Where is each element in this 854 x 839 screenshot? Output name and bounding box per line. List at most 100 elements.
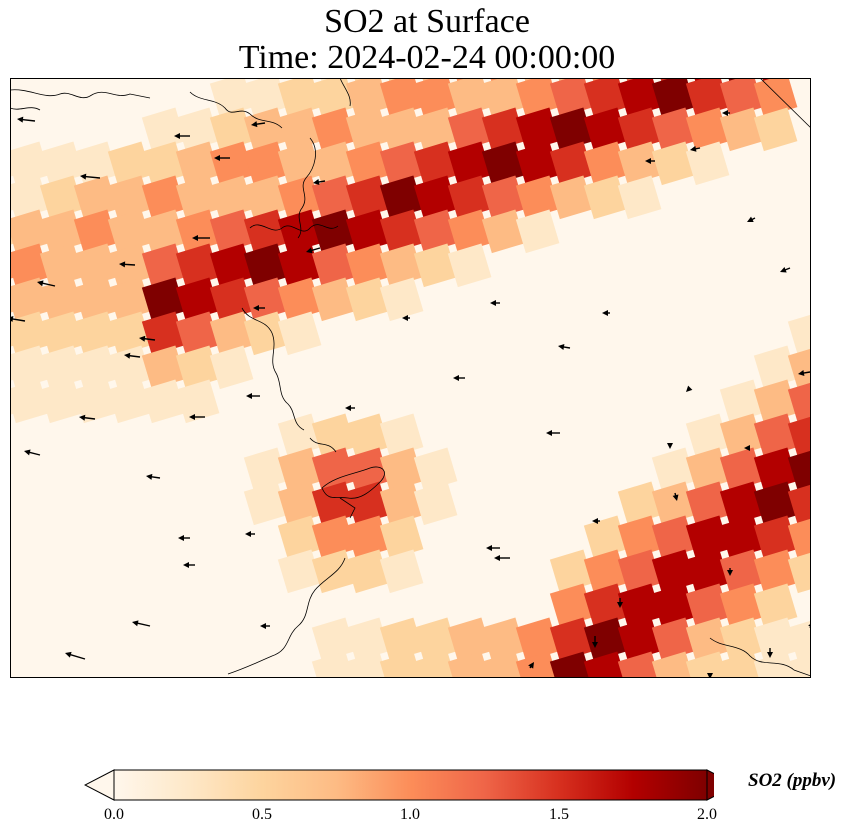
so2-cell: [413, 107, 458, 152]
wind-arrow-head: [253, 305, 259, 311]
wind-arrow-head: [686, 385, 693, 392]
wind-arrow-head: [798, 370, 805, 376]
so2-cell: [243, 107, 288, 152]
so2-cell: [277, 481, 322, 526]
so2-cell: [345, 617, 390, 662]
colorbar-tick-3: 1.5: [549, 806, 569, 823]
so2-cell: [753, 515, 798, 560]
so2-cell: [243, 311, 288, 356]
so2-cell: [515, 141, 560, 186]
so2-cell: [107, 141, 152, 186]
so2-cell: [617, 141, 662, 186]
wind-arrow-head: [722, 110, 728, 116]
so2-cell: [583, 175, 628, 220]
so2-cell: [447, 107, 492, 152]
wind-arrow-head: [306, 247, 313, 254]
so2-cell: [10, 141, 50, 186]
so2-cell: [651, 78, 696, 118]
so2-cell: [787, 345, 811, 390]
wind-arrow-head: [744, 445, 750, 451]
so2-cell: [73, 345, 118, 390]
so2-cell: [651, 651, 696, 678]
so2-cell: [277, 243, 322, 288]
so2-cell: [345, 243, 390, 288]
so2-cell: [481, 617, 526, 662]
wind-arrow-head: [65, 651, 72, 658]
so2-cell: [583, 515, 628, 560]
so2-cell: [549, 549, 594, 594]
so2-cell: [685, 107, 730, 152]
so2-cell: [175, 379, 220, 424]
so2-cell: [141, 141, 186, 186]
so2-cell: [549, 78, 594, 118]
so2-cell: [243, 175, 288, 220]
so2-cell: [311, 243, 356, 288]
so2-cell: [379, 651, 424, 678]
so2-cell: [10, 379, 50, 424]
so2-cell: [617, 107, 662, 152]
so2-cell: [447, 175, 492, 220]
wind-arrow-head: [490, 300, 496, 306]
so2-cell: [277, 107, 322, 152]
so2-cell: [379, 549, 424, 594]
so2-cell: [379, 175, 424, 220]
so2-cell: [311, 651, 356, 678]
so2-cell: [719, 583, 764, 628]
so2-cell: [753, 345, 798, 390]
so2-cell: [481, 651, 526, 678]
so2-cell: [209, 175, 254, 220]
so2-cell: [583, 549, 628, 594]
wind-arrow-head: [672, 494, 679, 501]
wind-arrow-head: [119, 261, 126, 268]
so2-cell: [787, 311, 811, 356]
so2-cell: [39, 311, 84, 356]
so2-cell: [141, 379, 186, 424]
so2-cell: [413, 617, 458, 662]
wind-arrow-shaft: [83, 175, 101, 179]
wind-arrow-head: [79, 414, 86, 421]
wind-arrow-head: [132, 620, 139, 627]
so2-cell: [379, 481, 424, 526]
so2-cell: [685, 549, 730, 594]
so2-cell: [10, 277, 50, 322]
so2-cell: [345, 107, 390, 152]
colorbar-extend-min: [84, 769, 115, 801]
so2-cell: [651, 141, 696, 186]
so2-cell: [311, 413, 356, 458]
wind-arrow-head: [17, 116, 24, 123]
so2-cell: [345, 277, 390, 322]
so2-cell: [719, 515, 764, 560]
so2-cell: [209, 107, 254, 152]
so2-cell: [277, 175, 322, 220]
so2-cell: [345, 413, 390, 458]
so2-cell: [175, 345, 220, 390]
wind-arrow-head: [558, 344, 565, 350]
so2-cell: [345, 515, 390, 560]
so2-cell: [209, 141, 254, 186]
so2-cell: [311, 447, 356, 492]
so2-cell: [651, 447, 696, 492]
so2-cell: [753, 447, 798, 492]
wind-arrow-head: [727, 570, 733, 576]
so2-cell: [345, 481, 390, 526]
so2-cell: [719, 107, 764, 152]
so2-cell: [107, 379, 152, 424]
so2-cell: [515, 209, 560, 254]
so2-cell: [719, 413, 764, 458]
so2-cell: [311, 617, 356, 662]
wind-arrow-head: [546, 430, 552, 436]
wind-arrow-head: [345, 405, 351, 411]
so2-cell: [583, 617, 628, 662]
wind-arrow-shaft: [40, 282, 56, 287]
so2-cell: [345, 78, 390, 118]
wind-arrow-head: [146, 473, 153, 480]
so2-cell: [39, 175, 84, 220]
wind-arrow-shaft: [142, 337, 156, 341]
so2-cell: [141, 175, 186, 220]
colorbar-extend-max: [706, 769, 714, 801]
so2-cell: [651, 617, 696, 662]
so2-cell: [379, 107, 424, 152]
so2-cell: [787, 651, 811, 678]
so2-cell: [10, 345, 50, 390]
wind-arrow-shaft: [10, 317, 26, 322]
